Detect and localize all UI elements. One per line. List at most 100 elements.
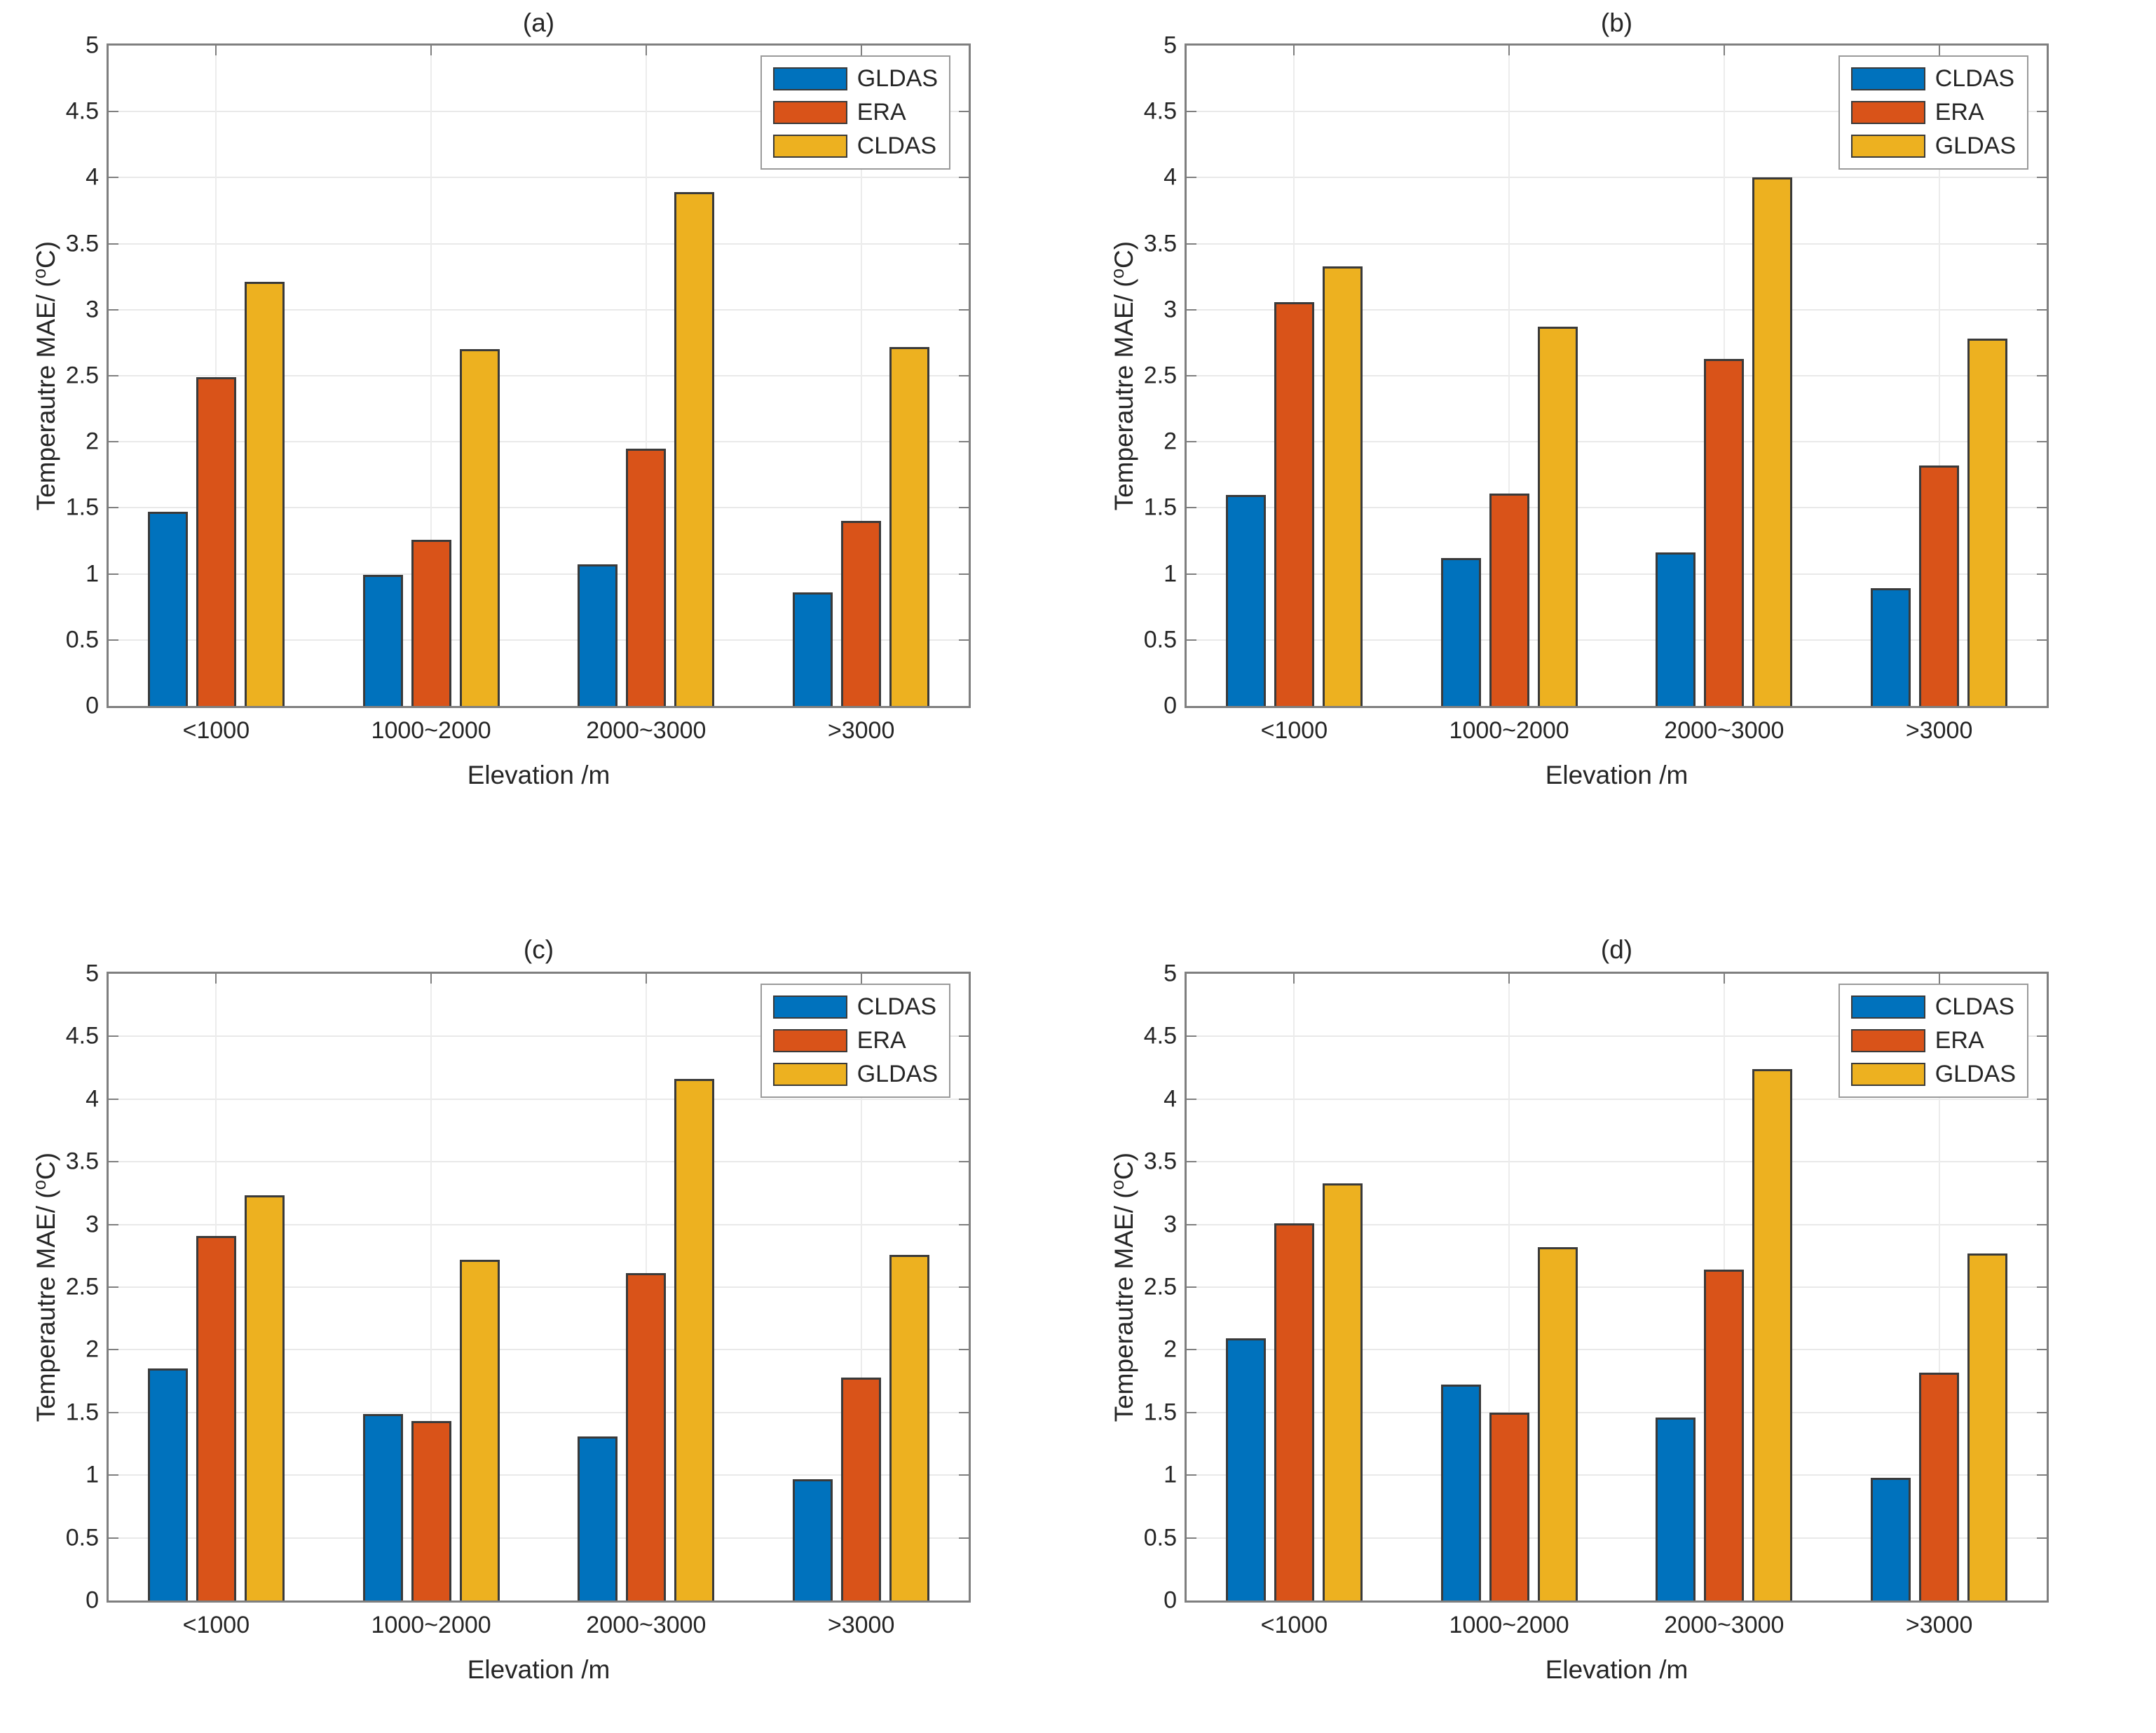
x-tick-mark <box>1938 46 1940 55</box>
y-tick-mark <box>959 1223 969 1225</box>
y-tick-mark <box>2037 375 2047 376</box>
legend-swatch-era <box>772 1029 847 1052</box>
y-gridline <box>109 573 969 575</box>
y-tick-label: 0.5 <box>1143 1524 1177 1551</box>
y-tick-label: 4.5 <box>1143 97 1177 125</box>
y-axis-label-sup: o <box>1107 1179 1128 1190</box>
x-gridline <box>430 46 432 706</box>
bar-group <box>109 974 324 1601</box>
y-tick-mark <box>109 1349 118 1351</box>
x-tick-mark <box>860 974 862 984</box>
x-tick-label: 2000~3000 <box>586 1612 707 1638</box>
legend-swatch-era <box>1850 101 1925 124</box>
y-tick-mark <box>2037 1098 2047 1100</box>
bar-group <box>1831 46 2047 706</box>
bar-era <box>1919 1372 1960 1601</box>
y-tick-label: 0 <box>1164 1586 1177 1614</box>
legend-item: ERA <box>772 99 938 126</box>
y-gridline <box>1187 308 2047 311</box>
bar-gldas <box>1537 1246 1578 1601</box>
y-tick-mark <box>959 639 969 641</box>
x-tick-label: 2000~3000 <box>1664 1612 1785 1638</box>
y-tick-label: 2 <box>1164 428 1177 455</box>
y-tick-label: 3 <box>86 1211 99 1238</box>
y-gridline <box>109 1411 969 1413</box>
bar-group <box>324 46 539 706</box>
y-tick-label: 4 <box>1164 163 1177 191</box>
y-tick-mark <box>109 441 118 443</box>
y-tick-mark <box>2037 308 2047 311</box>
y-gridline <box>1187 243 2047 245</box>
y-axis-label: Temperautre MAE/ (oC) <box>1108 972 1139 1603</box>
y-gridline <box>1187 1537 2047 1539</box>
x-tick-label: 1000~2000 <box>371 1612 491 1638</box>
x-tick-label: <1000 <box>1260 717 1328 744</box>
y-tick-mark <box>1187 573 1196 575</box>
bar-gldas <box>1322 266 1363 706</box>
y-tick-label: 4 <box>1164 1085 1177 1113</box>
y-tick-mark <box>1187 1161 1196 1163</box>
x-tick-label: 2000~3000 <box>586 717 707 744</box>
y-tick-mark <box>109 507 118 509</box>
bar-era <box>196 1235 236 1601</box>
x-tick-mark <box>1508 46 1510 55</box>
y-tick-label: 2.5 <box>1143 1273 1177 1300</box>
y-axis-label-text: Temperautre MAE/ ( <box>1110 278 1139 511</box>
x-axis-label: Elevation /m <box>467 1655 610 1684</box>
y-gridline <box>1187 1349 2047 1351</box>
x-gridline <box>1938 974 1940 1601</box>
x-tick-mark <box>1508 974 1510 984</box>
bar-era <box>1919 465 1960 706</box>
x-axis-label: Elevation /m <box>1545 761 1688 789</box>
panel-title: (c) <box>523 935 554 964</box>
panel-title: (b) <box>1600 8 1633 37</box>
bar-group <box>539 46 754 706</box>
legend-item: GLDAS <box>772 65 938 93</box>
legend-item: GLDAS <box>1850 1061 2016 1088</box>
y-tick-label: 1 <box>86 560 99 587</box>
bar-era <box>1489 493 1529 706</box>
bar-cldas <box>793 1479 833 1601</box>
legend-label: ERA <box>1935 1027 1984 1054</box>
bar-cldas <box>459 349 500 706</box>
x-tick-label: <1000 <box>182 717 250 744</box>
bar-era <box>411 539 451 706</box>
y-tick-mark <box>2037 1035 2047 1038</box>
bar-era <box>1274 301 1314 706</box>
y-tick-mark <box>1187 1223 1196 1225</box>
y-tick-label: 1.5 <box>65 1399 99 1426</box>
y-tick-mark <box>1187 1098 1196 1100</box>
y-tick-label: 4.5 <box>65 97 99 125</box>
x-gridline <box>860 974 862 1601</box>
x-tick-label: >3000 <box>1905 1612 1973 1638</box>
y-axis-label-sup: o <box>1107 268 1128 279</box>
x-tick-mark <box>215 974 217 984</box>
y-tick-label: 3 <box>1164 1211 1177 1238</box>
y-tick-mark <box>959 1474 969 1476</box>
bar-group <box>1187 46 1402 706</box>
y-tick-mark <box>959 441 969 443</box>
bar-era <box>1704 358 1745 706</box>
bar-gldas <box>1537 327 1578 706</box>
y-gridline <box>1187 1035 2047 1038</box>
y-tick-mark <box>109 1035 118 1038</box>
y-tick-label: 1.5 <box>1143 1399 1177 1426</box>
bar-cldas <box>244 282 285 706</box>
x-tick-mark <box>1293 46 1295 55</box>
bar-gldas <box>362 575 403 706</box>
y-gridline <box>1187 507 2047 509</box>
y-gridline <box>1187 573 2047 575</box>
bar-group <box>753 974 969 1601</box>
y-tick-mark <box>1187 1411 1196 1413</box>
y-gridline <box>1187 375 2047 376</box>
y-gridline <box>109 1223 969 1225</box>
bar-group <box>324 974 539 1601</box>
x-tick-label: <1000 <box>1260 1612 1328 1638</box>
y-tick-mark <box>109 639 118 641</box>
y-tick-label: 2 <box>1164 1336 1177 1363</box>
x-tick-mark <box>430 46 432 55</box>
x-gridline <box>1938 46 1940 706</box>
y-tick-label: 0.5 <box>65 1524 99 1551</box>
x-gridline <box>215 46 217 706</box>
y-tick-mark <box>2037 1474 2047 1476</box>
